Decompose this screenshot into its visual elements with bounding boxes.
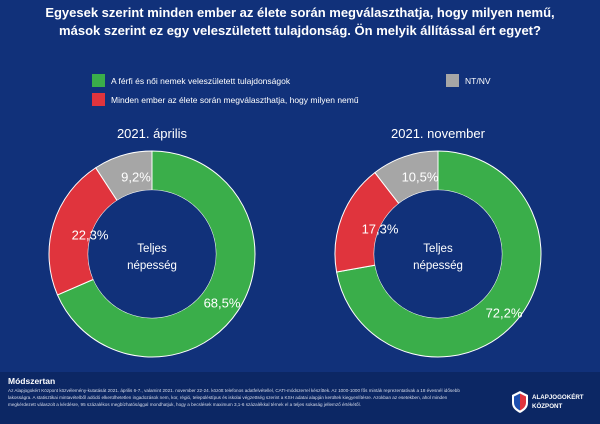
donut-1-hole bbox=[88, 190, 216, 318]
donut-2-hole bbox=[374, 190, 502, 318]
donut-1-value-label-2: 22,3% bbox=[72, 227, 109, 242]
donut-2-center-line-2: népesség bbox=[413, 260, 463, 272]
legend-swatch-grey bbox=[446, 74, 459, 87]
donut-2-center-label: Teljes népesség bbox=[378, 241, 498, 275]
methodology-heading: Módszertan bbox=[8, 376, 56, 386]
legend-label-innate: A férfi és női nemek veleszületett tulaj… bbox=[111, 75, 291, 86]
chart-title: Egyesek szerint minden ember az élete so… bbox=[10, 4, 590, 40]
title-line-1: Egyesek szerint minden ember az élete so… bbox=[45, 5, 555, 20]
donut-2-title: 2021. november bbox=[391, 126, 485, 141]
donut-1-center-label: Teljes népesség bbox=[92, 241, 212, 275]
donut-2-value-label-2: 17,3% bbox=[362, 221, 399, 236]
donut-2-center-line-1: Teljes bbox=[423, 243, 453, 255]
legend-item-innate: A férfi és női nemek veleszületett tulaj… bbox=[92, 74, 290, 87]
donut-1-value-label-1: 68,5% bbox=[204, 295, 241, 310]
legend-swatch-red bbox=[92, 93, 105, 106]
methodology-footer bbox=[0, 372, 600, 424]
donut-charts: 68,5% 22,3% 9,2% 72,2% 17,3% 10,5% bbox=[48, 150, 542, 358]
organization-logo: ALAPJOGOKÉRT KÖZPONT bbox=[510, 388, 598, 418]
donut-2-value-label-1: 72,2% bbox=[486, 305, 523, 320]
legend-item-ntnv: NT/NV bbox=[446, 74, 491, 87]
legend-item-choice: Minden ember az élete során megválasztha… bbox=[92, 93, 359, 106]
legend-label-choice: Minden ember az élete során megválasztha… bbox=[111, 94, 359, 105]
logo-emblem-icon bbox=[512, 391, 528, 413]
donut-2-value-label-3: 10,5% bbox=[402, 169, 439, 184]
legend-swatch-green bbox=[92, 74, 105, 87]
donut-1-center-line-2: népesség bbox=[127, 260, 177, 272]
donut-1-center-line-1: Teljes bbox=[137, 243, 167, 255]
legend-label-ntnv: NT/NV bbox=[465, 75, 491, 86]
logo-line-1: ALAPJOGOKÉRT bbox=[532, 394, 584, 401]
donut-1-title: 2021. április bbox=[116, 126, 188, 141]
donut-1-value-label-3: 9,2% bbox=[121, 169, 151, 184]
logo-text: ALAPJOGOKÉRT KÖZPONT bbox=[532, 393, 584, 411]
methodology-text: Az Alapjogokért Központ közvélemény-kuta… bbox=[8, 388, 460, 407]
title-line-2: mások szerint ez egy veleszületett tulaj… bbox=[59, 23, 541, 38]
logo-line-2: KÖZPONT bbox=[532, 403, 563, 410]
